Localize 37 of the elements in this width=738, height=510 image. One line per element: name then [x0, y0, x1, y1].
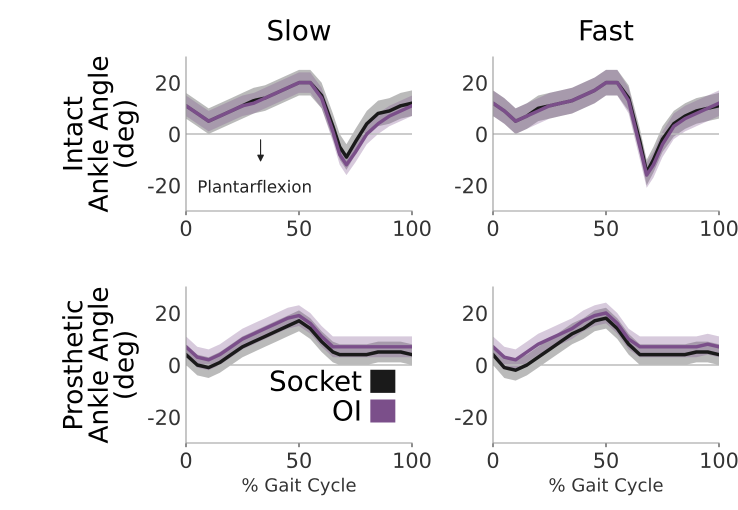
- x-tick-label: 0: [180, 220, 192, 236]
- x-tick-label: 0: [180, 452, 192, 468]
- y-tick-label: -20: [148, 409, 180, 426]
- y-tick-label: 20: [463, 75, 487, 91]
- chart-title: Slow: [268, 19, 330, 41]
- y-tick-label: 20: [156, 75, 180, 91]
- line-series: [493, 316, 719, 372]
- legend-label: Socket: [270, 370, 362, 392]
- chart-title: Fast: [580, 20, 634, 41]
- x-tick-label: 100: [394, 452, 430, 468]
- y-axis-title: Prosthetic Ankle Angle (deg): [62, 288, 139, 444]
- x-tick-label: 100: [701, 452, 738, 468]
- x-axis-title: % Gait Cycle: [242, 478, 356, 496]
- y-tick-label: 0: [476, 126, 487, 142]
- annotation: Plantarflexion: [198, 180, 311, 193]
- x-tick-label: 50: [287, 452, 311, 468]
- x-axis-title: % Gait Cycle: [549, 478, 663, 496]
- y-tick-label: 0: [169, 357, 180, 374]
- line-series: [186, 314, 412, 362]
- line-series: [493, 311, 719, 362]
- x-tick-label: 100: [701, 220, 738, 236]
- line-series: [186, 319, 412, 370]
- y-tick-label: 0: [169, 126, 180, 142]
- y-tick-label: 20: [463, 305, 487, 322]
- y-axis-title: Intact Ankle Angle (deg): [62, 56, 139, 212]
- y-tick-label: -20: [455, 409, 487, 426]
- x-tick-label: 0: [488, 220, 498, 236]
- y-tick-label: 0: [476, 357, 487, 374]
- y-tick-label: 20: [156, 305, 180, 322]
- x-tick-label: 50: [594, 452, 618, 468]
- x-tick-label: 0: [488, 452, 498, 468]
- y-tick-label: -20: [455, 178, 487, 194]
- x-tick-label: 50: [594, 220, 618, 236]
- legend-label: OI: [333, 400, 360, 421]
- x-tick-label: 100: [394, 220, 430, 236]
- y-tick-label: -20: [148, 178, 180, 194]
- x-tick-label: 50: [287, 220, 311, 236]
